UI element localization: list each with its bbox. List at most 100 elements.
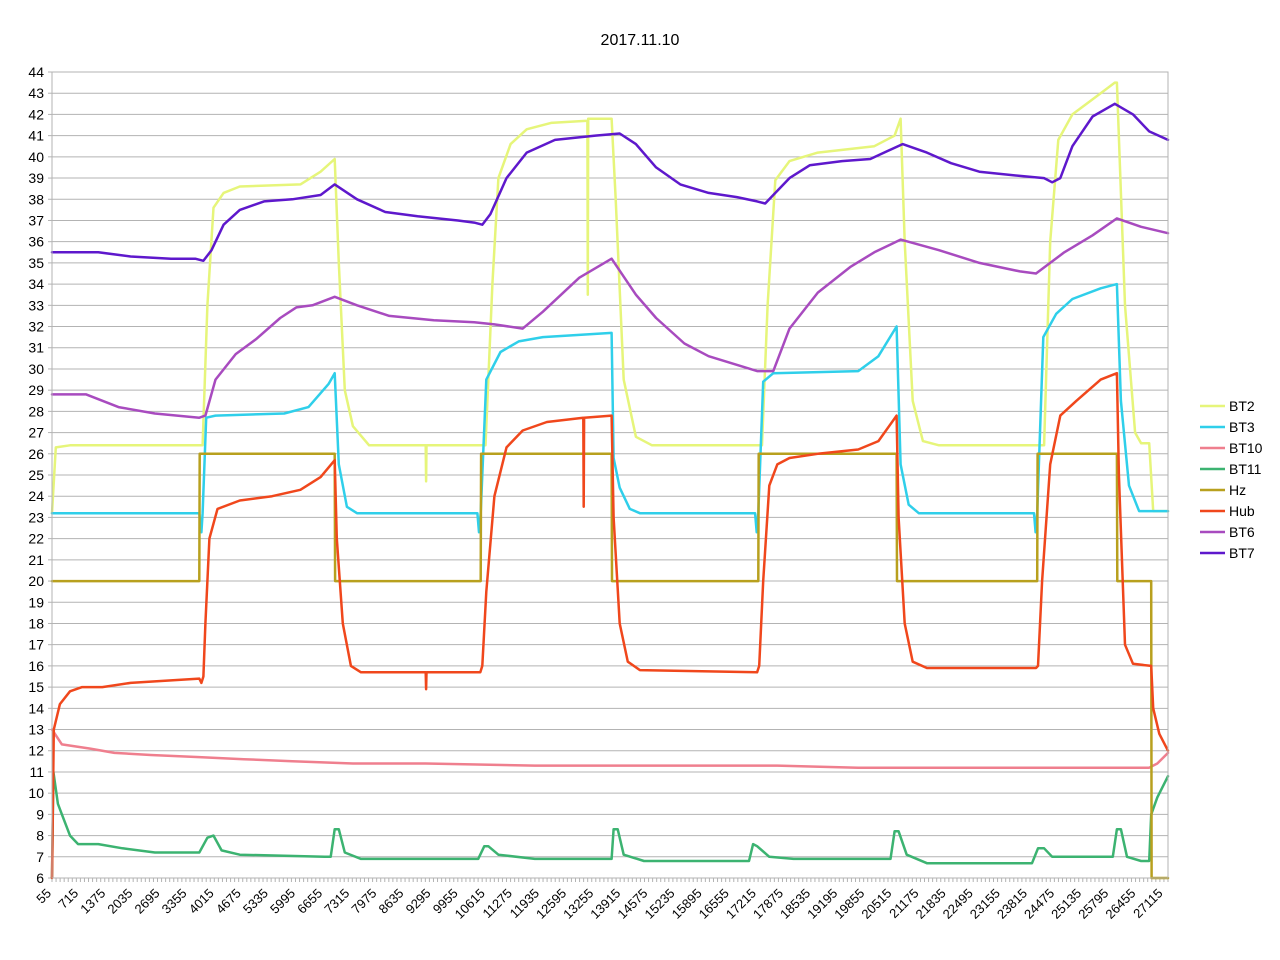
x-tick-label: 14575	[614, 886, 650, 922]
y-tick-label: 39	[28, 170, 44, 186]
x-tick-label: 7315	[321, 886, 352, 917]
series-line-hub	[50, 371, 1170, 880]
series-line-bt6	[50, 217, 1170, 419]
y-tick-label: 13	[28, 722, 44, 738]
y-tick-label: 34	[28, 276, 44, 292]
y-tick-label: 17	[28, 637, 44, 653]
y-axis-ticks: 6 7 8 9 10 11 12 13 14 15 16 17 18 19 20 21 22 23 24 25 26 27…	[28, 64, 44, 886]
x-tick-label: 20515	[858, 886, 894, 922]
x-tick-label: 18535	[777, 886, 813, 922]
x-tick-label: 23815	[994, 886, 1030, 922]
x-tick-label: 25795	[1075, 886, 1111, 922]
y-tick-label: 30	[28, 361, 44, 377]
legend-label: BT3	[1229, 419, 1255, 435]
x-tick-label: 8635	[375, 886, 406, 917]
y-tick-label: 40	[28, 149, 44, 165]
x-tick-label: 17875	[750, 886, 786, 922]
y-tick-label: 8	[36, 828, 44, 844]
y-tick-label: 20	[28, 573, 44, 589]
x-tick-label: 27115	[1130, 886, 1165, 921]
y-tick-label: 19	[28, 594, 44, 610]
legend-label: BT6	[1229, 524, 1255, 540]
x-tick-label: 11275	[480, 886, 515, 921]
y-tick-label: 36	[28, 234, 44, 250]
x-tick-label: 9295	[403, 886, 434, 917]
y-tick-label: 32	[28, 319, 44, 335]
y-tick-label: 27	[28, 425, 44, 441]
y-tick-label: 9	[36, 806, 44, 822]
x-tick-label: 21835	[913, 886, 949, 922]
x-tick-label: 5995	[267, 886, 298, 917]
x-tick-label: 4015	[186, 886, 217, 917]
x-axis-ticks: 55 71513752035269533554015467553355995665…	[33, 886, 1165, 922]
x-tick-label: 19855	[831, 886, 867, 922]
series-lines	[50, 81, 1170, 880]
x-tick-label: 15235	[641, 886, 677, 922]
y-tick-label: 31	[28, 340, 44, 356]
series-line-bt7	[50, 102, 1170, 263]
x-tick-label: 22495	[940, 886, 976, 922]
x-tick-label: 1375	[77, 886, 108, 917]
x-tick-label: 2035	[104, 886, 135, 917]
y-tick-label: 26	[28, 446, 44, 462]
x-tick-label: 25135	[1048, 886, 1084, 922]
y-tick-label: 11	[29, 764, 44, 780]
x-tick-label: 16555	[696, 886, 732, 922]
x-tick-label: 715	[55, 886, 81, 912]
x-tick-label: 55	[33, 886, 54, 907]
y-tick-label: 28	[28, 403, 44, 419]
plot-area-frame	[51, 71, 1169, 879]
y-tick-label: 43	[28, 85, 44, 101]
y-tick-label: 14	[28, 700, 44, 716]
x-tick-label: 13915	[587, 886, 623, 922]
x-tick-label: 17215	[723, 886, 759, 922]
series-line-bt3	[50, 282, 1170, 534]
x-tick-label: 13255	[560, 886, 596, 922]
y-tick-label: 21	[28, 552, 44, 568]
y-tick-label: 22	[28, 531, 44, 547]
x-tick-label: 23155	[967, 886, 1003, 922]
x-tick-label: 7975	[348, 886, 379, 917]
y-tick-label: 7	[36, 849, 44, 865]
y-tick-label: 6	[36, 870, 44, 886]
y-tick-label: 35	[28, 255, 44, 271]
y-tick-label: 29	[28, 382, 44, 398]
x-tick-label: 12595	[533, 886, 569, 922]
legend-label: BT2	[1229, 398, 1255, 414]
y-tick-label: 18	[28, 615, 44, 631]
y-tick-label: 41	[28, 128, 44, 144]
legend: BT2 BT3 BT10 BT11 Hz Hub BT6 BT7	[1200, 398, 1263, 561]
y-tick-label: 16	[28, 658, 44, 674]
x-tick-label: 10615	[452, 886, 488, 922]
x-tick-label: 6655	[294, 886, 325, 917]
series-line-bt11	[50, 770, 1170, 880]
y-tick-label: 12	[28, 743, 44, 759]
x-tick-label: 19195	[804, 886, 840, 922]
legend-label: Hub	[1229, 503, 1255, 519]
x-tick-label: 4675	[213, 886, 244, 917]
series-line-bt10	[50, 728, 1170, 769]
x-tick-label: 15895	[669, 886, 705, 922]
x-tick-label: 2695	[132, 886, 163, 917]
y-tick-label: 44	[28, 64, 44, 80]
x-tick-label: 26455	[1102, 886, 1138, 922]
y-tick-label: 38	[28, 191, 44, 207]
y-tick-label: 33	[28, 297, 44, 313]
x-tick-label: 24475	[1021, 886, 1057, 922]
chart-title: 2017.11.10	[601, 32, 680, 49]
legend-label: BT11	[1229, 461, 1262, 477]
legend-label: BT7	[1229, 545, 1255, 561]
y-tick-label: 42	[28, 106, 44, 122]
y-tick-label: 24	[28, 488, 44, 504]
y-tick-label: 10	[28, 785, 44, 801]
x-tick-label: 5335	[240, 886, 271, 917]
legend-label: BT10	[1229, 440, 1263, 456]
x-tick-label: 3355	[159, 886, 190, 917]
series-line-bt2	[50, 81, 1170, 515]
y-tick-label: 15	[28, 679, 44, 695]
y-tick-label: 37	[28, 212, 44, 228]
y-tick-label: 25	[28, 467, 44, 483]
y-tick-label: 23	[28, 509, 44, 525]
legend-label: Hz	[1229, 482, 1246, 498]
